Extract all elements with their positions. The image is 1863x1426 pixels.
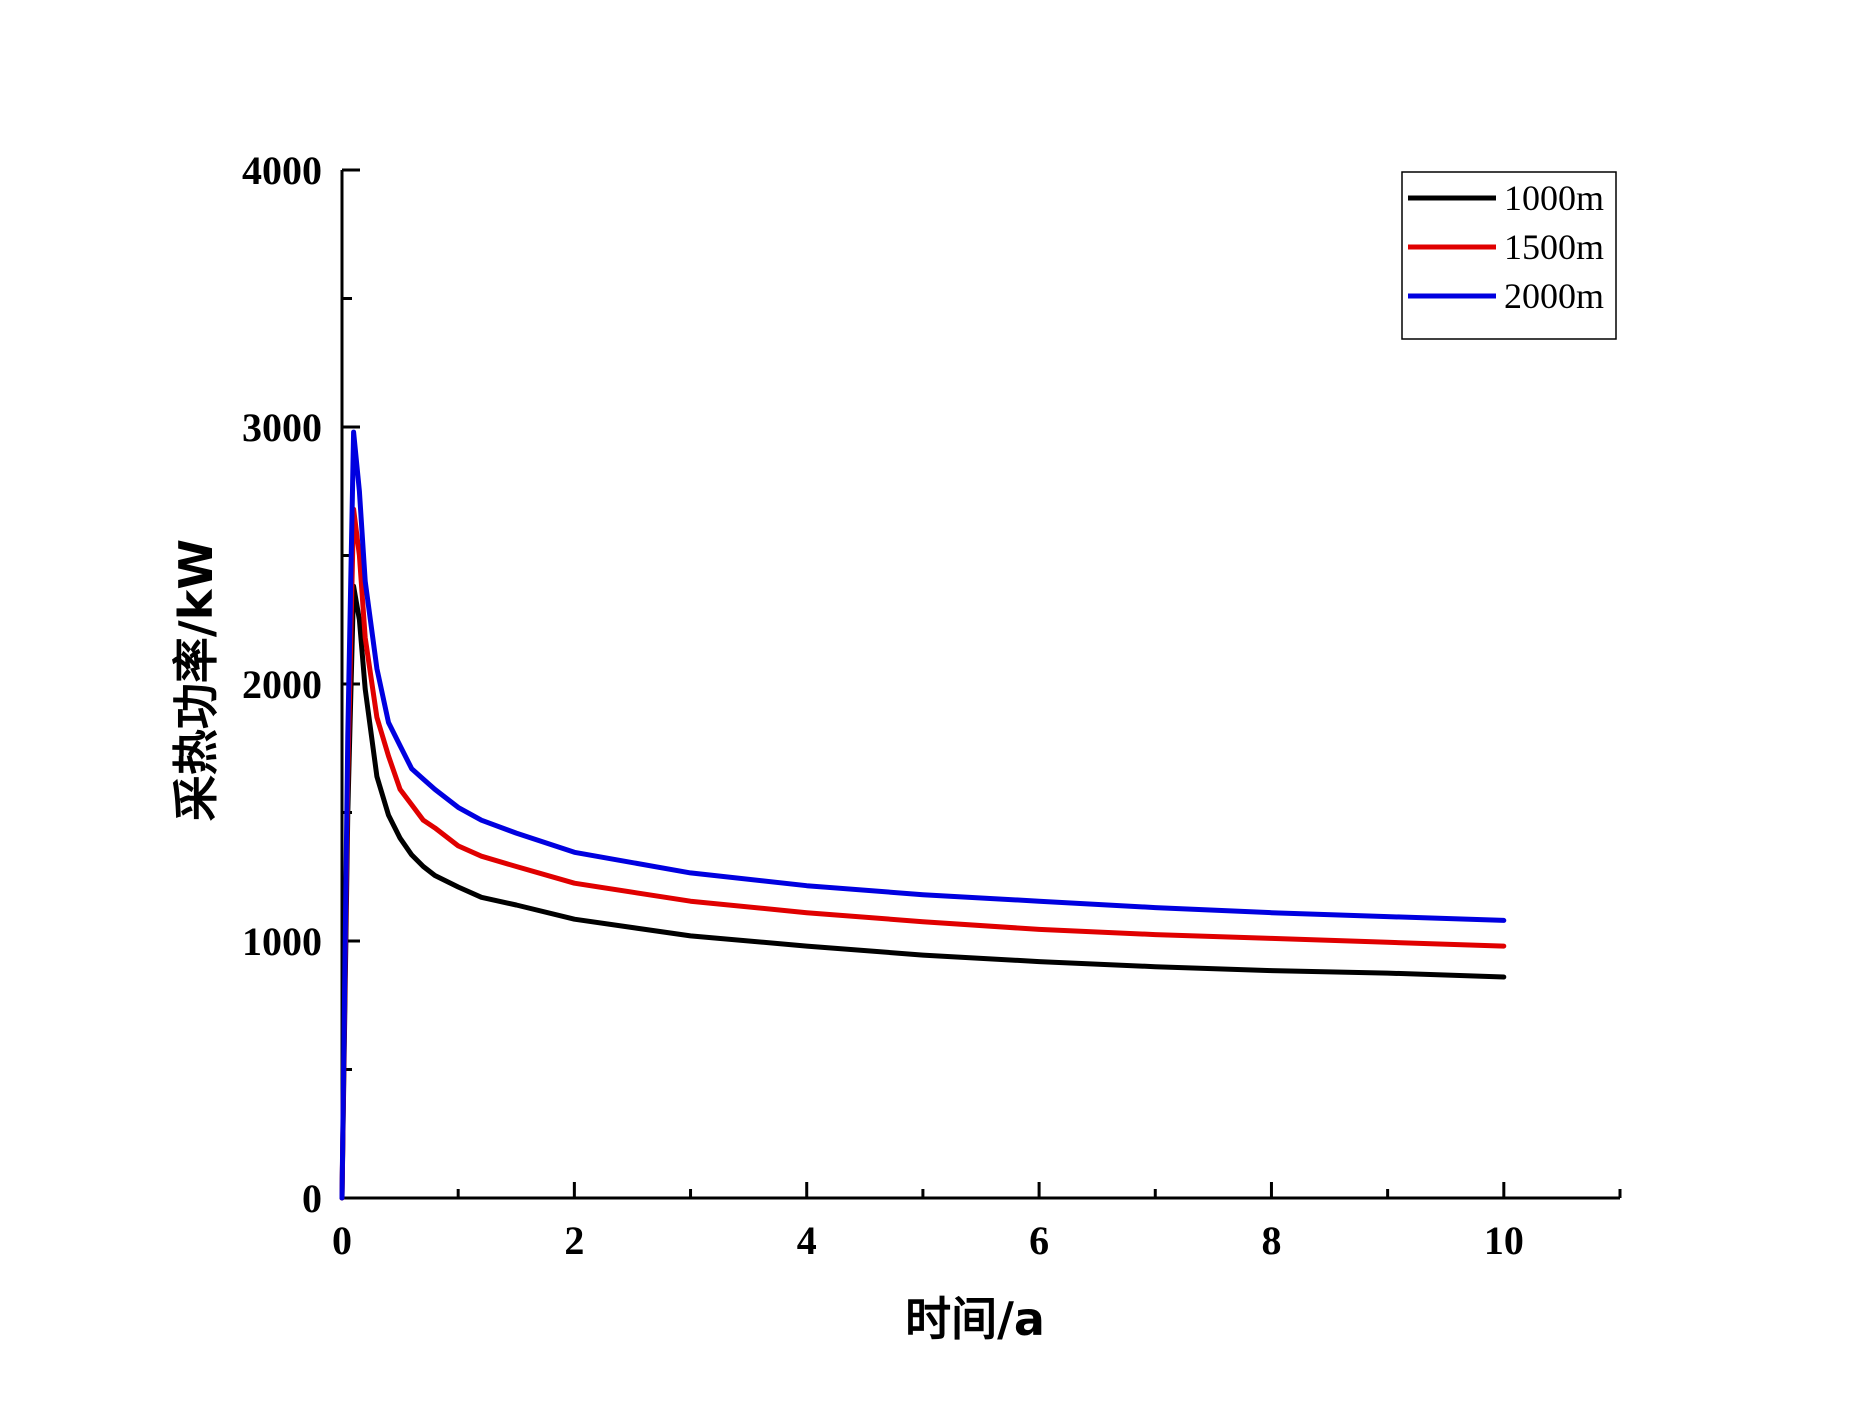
y-tick-label: 3000 [242,405,322,450]
x-tick-label: 2 [564,1218,584,1263]
axes: 0 2 4 6 8 10 0 1000 2000 3000 4000 [242,148,1622,1263]
x-tick-label: 10 [1484,1218,1524,1263]
series-line-2000m [339,429,1507,1201]
x-tick-label: 6 [1029,1218,1049,1263]
legend-label-2000m: 2000m [1504,276,1604,316]
y-tick-label: 2000 [242,662,322,707]
y-axis-title: 采热功率/kW [169,539,223,821]
x-tick-label: 4 [797,1218,817,1263]
series-line-1500m [339,506,1507,1201]
series-line-1000m [339,583,1507,1201]
x-tick-label: 0 [332,1218,352,1263]
y-tick-label: 1000 [242,919,322,964]
legend-label-1000m: 1000m [1504,178,1604,218]
legend: 1000m 1500m 2000m [1401,171,1617,340]
x-tick-label: 8 [1261,1218,1281,1263]
y-tick-label: 4000 [242,148,322,193]
y-tick-label: 0 [302,1176,322,1221]
series-layer [339,429,1507,1201]
x-axis-title: 时间/a [905,1292,1045,1346]
legend-label-1500m: 1500m [1504,227,1604,267]
